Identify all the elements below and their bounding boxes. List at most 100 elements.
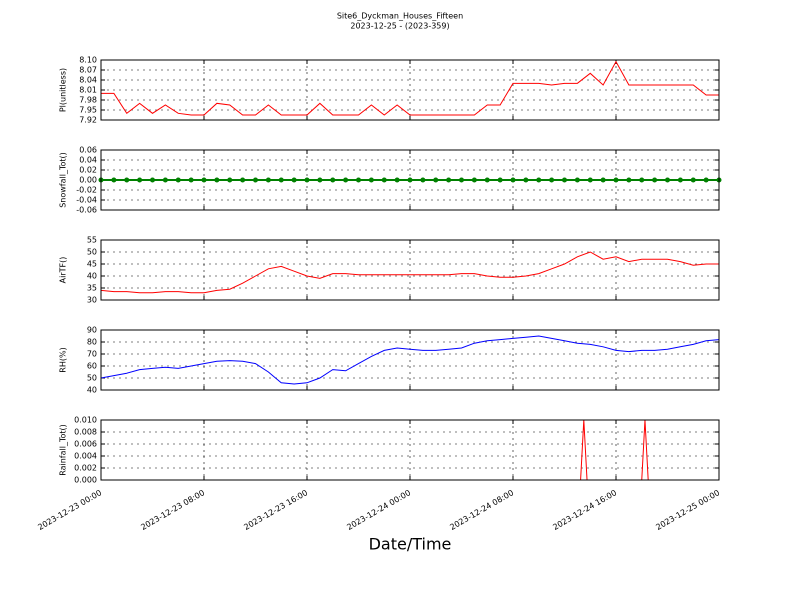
data-point [343, 177, 349, 183]
data-point [484, 177, 490, 183]
data-point [562, 177, 567, 183]
data-point [150, 177, 155, 183]
data-point [407, 177, 413, 183]
y-tick-label: -0.04 [76, 196, 97, 205]
y-tick-label: -0.02 [76, 186, 97, 195]
data-point [613, 177, 619, 183]
y-tick-label: 45 [87, 260, 97, 269]
data-point [523, 177, 529, 183]
x-tick-label: 2023-12-24 16:00 [551, 488, 618, 532]
data-point [356, 177, 361, 183]
data-point [368, 177, 374, 183]
plot-frame [100, 59, 720, 121]
data-point [188, 177, 194, 183]
data-point [433, 177, 439, 183]
y-tick-label: 8.01 [79, 86, 97, 95]
y-tick-label: 60 [87, 362, 97, 371]
data-point [253, 177, 258, 183]
chart-title: Site6_Dyckman_Houses_Fifteen [337, 12, 463, 21]
data-point [459, 177, 464, 183]
plot-frame [100, 149, 720, 211]
data-point [278, 177, 284, 183]
x-tick-label: 2023-12-24 00:00 [345, 488, 412, 532]
x-axis-label: Date/Time [369, 535, 452, 554]
data-point [381, 177, 387, 183]
data-point [420, 177, 426, 183]
data-line [100, 251, 719, 294]
y-tick-label: 8.10 [79, 56, 97, 65]
y-tick-label: 7.95 [79, 106, 97, 115]
y-tick-label: 40 [87, 386, 97, 395]
y-tick-label: 50 [87, 248, 97, 257]
y-tick-label: 0.000 [74, 476, 97, 485]
data-line [101, 60, 719, 116]
data-point [703, 177, 709, 183]
y-tick-label: -0.06 [76, 206, 97, 215]
y-axis-label: AirTF() [59, 257, 68, 284]
data-point [510, 177, 516, 183]
y-tick-label: 7.98 [79, 96, 97, 105]
data-point [587, 177, 593, 183]
y-tick-label: 0.06 [79, 146, 97, 155]
y-tick-label: 30 [87, 296, 97, 305]
data-point [240, 177, 246, 183]
data-point [227, 177, 233, 183]
data-point [162, 177, 168, 183]
data-point [665, 177, 670, 183]
data-point [497, 177, 503, 183]
plot-frame [100, 419, 720, 481]
x-tick-label: 2023-12-23 00:00 [36, 488, 103, 532]
y-tick-label: 55 [87, 236, 97, 245]
plot-frame [100, 329, 720, 391]
data-point [330, 177, 336, 183]
data-point [265, 177, 271, 183]
y-tick-label: 0.002 [74, 464, 97, 473]
y-tick-label: 50 [87, 374, 97, 383]
data-point [652, 177, 658, 183]
data-point [690, 177, 696, 183]
data-point [137, 177, 143, 183]
y-tick-label: 0.02 [79, 166, 97, 175]
data-point [291, 177, 297, 183]
data-point [536, 177, 542, 183]
y-tick-label: 40 [87, 272, 97, 281]
y-tick-label: 8.04 [79, 76, 97, 85]
data-point [317, 177, 323, 183]
data-point [549, 177, 555, 183]
data-point [626, 177, 632, 183]
data-point [304, 177, 310, 183]
data-point [214, 177, 220, 183]
data-point [600, 177, 606, 183]
y-axis-label: Snowfall_Tot() [59, 152, 68, 208]
y-tick-label: 0.010 [74, 416, 97, 425]
data-line [100, 335, 720, 385]
y-tick-label: 0.004 [74, 452, 97, 461]
y-tick-label: 0.04 [79, 156, 97, 165]
data-point [639, 177, 645, 183]
y-axis-label: RH(%) [59, 347, 68, 372]
data-point [574, 177, 580, 183]
chart-subtitle: 2023-12-25 - (2023-359) [350, 22, 449, 31]
y-tick-label: 0.00 [79, 176, 97, 185]
data-point [471, 177, 477, 183]
y-tick-label: 35 [87, 284, 97, 293]
x-tick-label: 2023-12-24 08:00 [448, 488, 515, 532]
data-point [394, 177, 400, 183]
data-point [201, 177, 207, 183]
x-tick-label: 2023-12-23 08:00 [139, 488, 206, 532]
y-tick-label: 0.006 [74, 440, 97, 449]
data-point [446, 177, 452, 183]
y-tick-label: 7.92 [79, 116, 97, 125]
x-tick-label: 2023-12-23 16:00 [242, 488, 309, 532]
data-point [175, 177, 181, 183]
y-axis-label: Rainfall_Tot() [59, 424, 68, 476]
x-tick-label: 2023-12-25 00:00 [654, 488, 721, 532]
y-tick-label: 8.07 [79, 66, 97, 75]
plot-frame [100, 239, 720, 301]
y-tick-label: 80 [87, 338, 97, 347]
y-tick-label: 0.008 [74, 428, 97, 437]
data-point [677, 177, 683, 183]
data-point [111, 177, 117, 183]
y-tick-label: 70 [87, 350, 97, 359]
